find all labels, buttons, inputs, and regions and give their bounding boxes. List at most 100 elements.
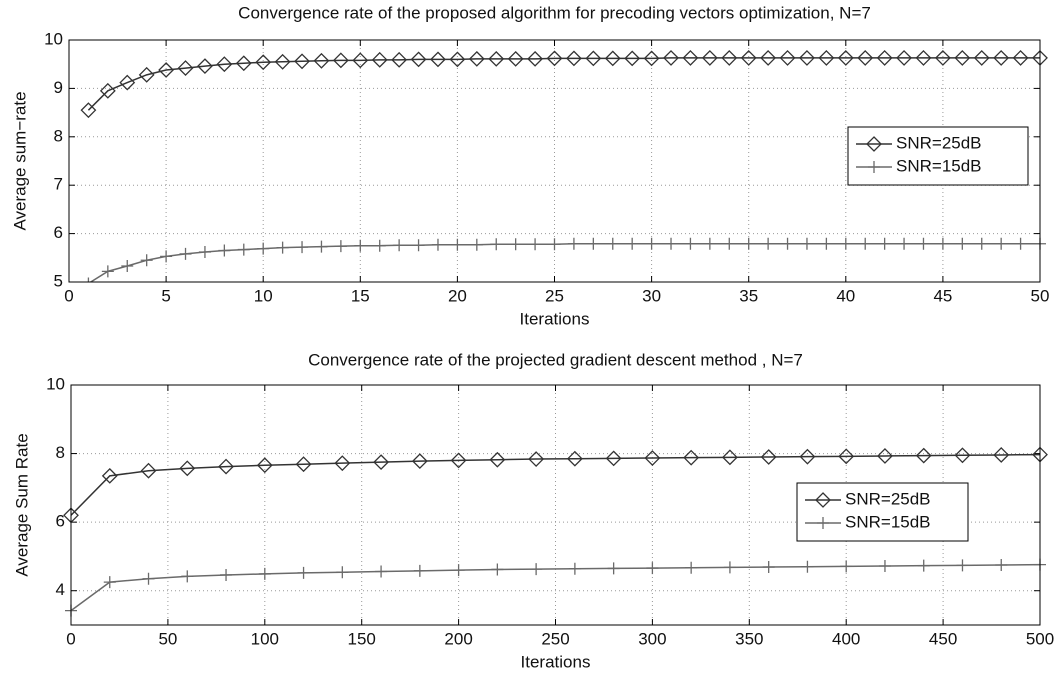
marker-plus [509,238,522,251]
marker-diamond [449,51,466,68]
marker-diamond [566,450,583,467]
marker-diamond [468,50,485,67]
marker-diamond [158,62,175,78]
x-axis-label: Iterations [520,309,590,328]
marker-diamond [973,49,990,66]
marker-plus [800,237,813,250]
marker-plus [140,254,153,267]
x-tick-label: 50 [158,629,177,648]
legend-label: SNR=25dB [845,489,931,508]
y-tick-label: 10 [44,29,63,48]
marker-diamond [624,50,641,67]
marker-diamond [507,50,524,67]
marker-plus [646,562,659,575]
marker-diamond [450,452,467,469]
marker-diamond [566,50,582,67]
y-tick-label: 4 [56,580,65,599]
x-tick-label: 20 [448,286,467,305]
marker-diamond [488,50,505,67]
marker-plus [868,161,880,173]
marker-diamond [410,51,427,68]
marker-diamond [99,82,116,99]
marker-plus [1014,237,1027,250]
x-axis-label: Iterations [521,652,591,671]
marker-plus [181,570,194,583]
x-tick-label: 150 [348,629,376,648]
marker-diamond [838,448,855,465]
marker-diamond [722,449,738,466]
marker-diamond [352,52,369,69]
marker-plus [567,237,580,250]
marker-plus [257,242,270,255]
marker-plus [431,238,444,251]
marker-diamond [295,456,312,473]
marker-plus [684,237,697,250]
marker-plus [258,567,271,580]
marker-plus [237,243,250,256]
marker-plus [336,566,349,579]
marker-diamond [682,49,699,66]
marker-plus [491,563,504,576]
plot-frame [70,384,1041,626]
marker-plus [762,237,775,250]
marker-diamond [371,51,388,68]
marker-plus [101,265,114,278]
marker-plus [665,237,678,250]
x-tick-label: 450 [929,629,957,648]
chart-title: Convergence rate of the proposed algorit… [238,3,871,22]
marker-plus [859,237,872,250]
x-tick-label: 5 [161,286,170,305]
plot [80,49,1048,282]
y-axis-label: Average sum−rate [10,91,29,230]
marker-plus [121,260,134,273]
marker-plus [587,237,600,250]
marker-plus [393,239,406,252]
marker-plus [548,238,561,251]
marker-diamond [721,49,738,66]
legend-label: SNR=15dB [896,156,982,175]
series-line [87,57,1040,111]
marker-diamond [837,49,854,66]
marker-plus [723,561,736,574]
x-tick-label: 40 [836,286,855,305]
marker-diamond [799,448,816,465]
marker-plus [723,237,736,250]
marker-diamond [411,453,428,470]
marker-diamond [80,102,97,119]
marker-diamond [644,450,661,466]
marker-plus [781,237,794,250]
marker-diamond [605,450,622,467]
marker-diamond [857,49,874,66]
marker-plus [801,560,814,573]
marker-diamond [643,50,660,67]
marker-plus [703,237,716,250]
x-tick-label: 35 [739,286,758,305]
marker-plus [160,250,173,263]
marker-diamond [138,66,155,83]
marker-diamond [528,451,545,467]
marker-diamond [993,447,1010,463]
marker-plus [354,239,367,252]
x-tick-label: 25 [545,286,564,305]
marker-plus [956,559,969,572]
marker-diamond [373,454,389,471]
marker-diamond [256,457,273,474]
x-tick-label: 45 [933,286,952,305]
x-tick-label: 0 [66,629,75,648]
marker-plus [626,237,639,250]
chart-title: Convergence rate of the projected gradie… [308,350,803,369]
marker-plus [840,560,853,573]
marker-plus [742,237,755,250]
marker-diamond [430,51,446,68]
marker-plus [451,238,464,251]
y-tick-label: 6 [54,223,63,242]
series-line [70,563,1041,612]
marker-diamond [332,52,349,69]
marker-diamond [1012,49,1029,66]
marker-plus [334,240,347,253]
marker-plus [142,572,155,585]
marker-diamond [915,49,932,66]
marker-plus [839,237,852,250]
marker-diamond [663,49,679,66]
